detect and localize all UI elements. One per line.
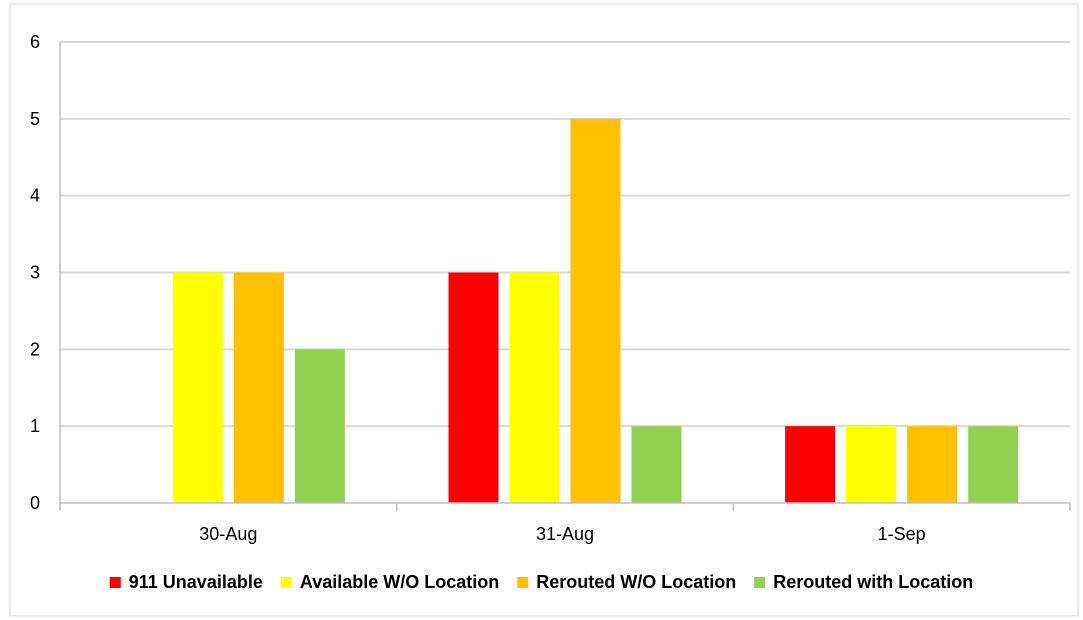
legend-swatch (109, 577, 121, 588)
bar (570, 118, 621, 503)
gridlines (60, 41, 1070, 428)
y-tick-label: 0 (30, 493, 40, 513)
legend-item: Available W/O Location (280, 572, 499, 592)
legend-item: Rerouted with Location (754, 572, 973, 592)
y-tick-label: 4 (30, 186, 40, 206)
legend-label: Available W/O Location (300, 572, 499, 592)
y-tick-label: 1 (30, 416, 40, 436)
legend-item: 911 Unavailable (109, 572, 263, 592)
x-tick-labels: 30-Aug 31-Aug 1-Sep (199, 524, 925, 544)
bar (509, 272, 560, 503)
legend: 911 Unavailable Available W/O Location Rer… (109, 572, 973, 592)
bar (968, 426, 1019, 503)
x-tick-label: 1-Sep (878, 524, 926, 544)
bar (907, 426, 958, 503)
y-tick-label: 3 (30, 263, 40, 283)
y-tick-label: 2 (30, 339, 40, 359)
y-tick-labels: 0 1 2 3 4 5 6 (30, 32, 40, 513)
legend-swatch (280, 577, 292, 588)
legend-swatch (754, 577, 766, 588)
x-tick-label: 31-Aug (536, 524, 594, 544)
legend-label: 911 Unavailable (129, 572, 263, 592)
legend-item: Rerouted W/O Location (517, 572, 736, 592)
y-tick-label: 6 (30, 32, 40, 52)
bar (294, 349, 345, 503)
bar (631, 426, 682, 503)
x-tick-label: 30-Aug (199, 524, 257, 544)
bar (448, 272, 499, 503)
bar (172, 272, 223, 503)
bars (172, 118, 1019, 503)
bar (233, 272, 284, 503)
axes (59, 42, 1071, 511)
legend-label: Rerouted with Location (773, 572, 973, 592)
bar (785, 426, 836, 503)
legend-label: Rerouted W/O Location (536, 572, 736, 592)
bar (846, 426, 897, 503)
y-tick-label: 5 (30, 109, 40, 129)
legend-swatch (517, 577, 529, 588)
